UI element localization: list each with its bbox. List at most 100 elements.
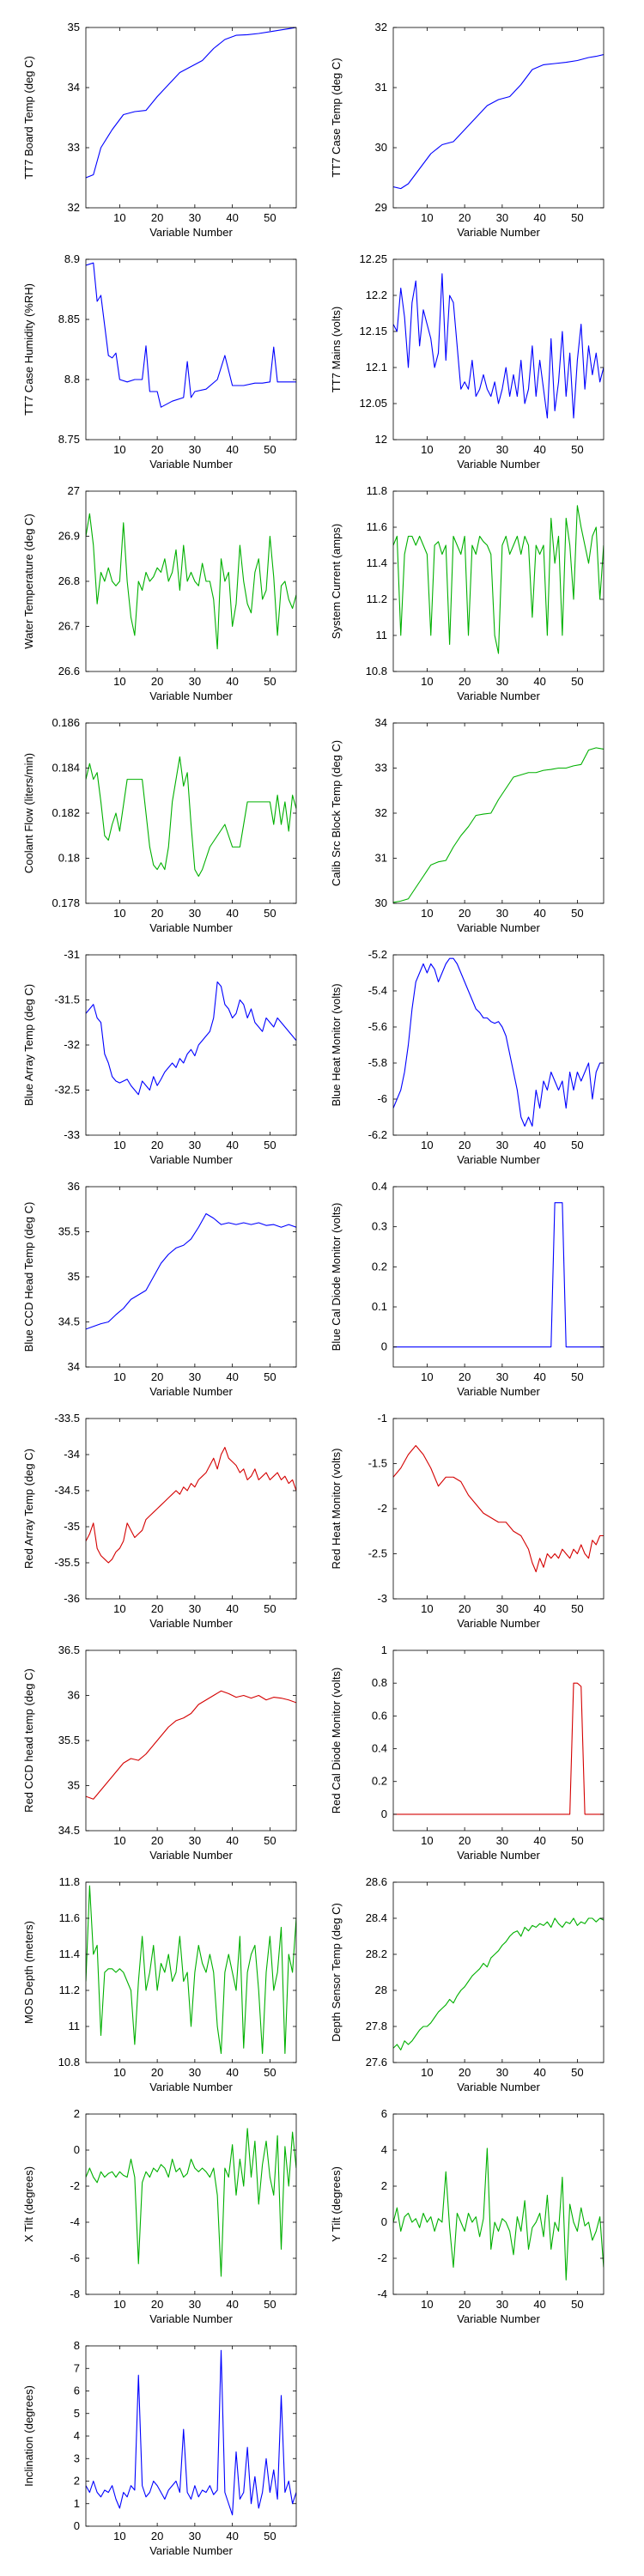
x-tick-label: 30 [189,2298,201,2311]
y-tick-label: 28.4 [366,1911,387,1924]
y-axis-label: Red Array Temp (deg C) [22,1449,35,1569]
x-tick-label: 20 [151,1370,163,1383]
y-tick-label: 35.5 [58,1734,80,1747]
x-tick-label: 30 [189,443,201,456]
x-tick-label: 30 [496,675,508,688]
y-tick-label: 26.7 [58,620,80,633]
y-tick-label: -32.5 [54,1084,80,1097]
x-tick-label: 20 [151,1139,163,1151]
x-tick-label: 20 [459,2066,471,2079]
y-tick-label: 12.1 [366,361,387,374]
x-tick-label: 10 [421,907,433,920]
y-tick-label: 0.8 [372,1676,387,1689]
data-line [393,273,604,419]
x-tick-label: 40 [533,1602,545,1615]
y-tick-label: -6 [377,1092,387,1105]
y-axis-label: System Current (amps) [330,524,343,639]
y-tick-label: 0.2 [372,1260,387,1273]
x-tick-label: 40 [226,1602,238,1615]
x-tick-label: 10 [113,2066,125,2079]
x-tick-label: 20 [151,443,163,456]
x-tick-label: 50 [571,443,583,456]
y-tick-label: 8.75 [58,433,80,446]
chart-panel-4: 10 20 30 40 50 12 12.05 12.1 12.15 12.2 12.25 Varia… [330,252,605,471]
y-tick-label: -35.5 [54,1556,80,1569]
x-axis-label: Variable Number [457,1153,540,1166]
y-tick-label: 12 [375,433,387,446]
y-tick-label: 30 [375,141,387,154]
x-tick-label: 30 [189,1602,201,1615]
x-axis-label: Variable Number [457,690,540,702]
x-tick-label: 30 [189,1370,201,1383]
x-tick-label: 10 [421,2066,433,2079]
x-tick-label: 10 [113,1834,125,1847]
plot-frame [392,2113,605,2295]
data-line [393,505,604,654]
y-tick-label: 35 [68,21,80,33]
x-tick-label: 10 [421,211,433,224]
x-tick-label: 30 [189,1139,201,1151]
data-line [86,1447,296,1564]
x-tick-label: 50 [264,675,276,688]
y-tick-label: 6 [74,2385,80,2397]
y-tick-label: -2 [377,1502,387,1515]
x-tick-label: 30 [189,2530,201,2543]
plot-frame [85,1186,297,1368]
x-tick-label: 50 [571,675,583,688]
y-tick-label: 26.6 [58,665,80,677]
y-tick-label: 8.8 [64,373,80,386]
x-tick-label: 10 [113,907,125,920]
y-tick-label: 11.8 [59,1875,80,1888]
x-tick-label: 10 [421,1834,433,1847]
y-tick-label: 31 [375,81,387,94]
plot-frame [392,1186,605,1368]
y-tick-label: -6.2 [368,1128,387,1141]
x-tick-label: 20 [151,1602,163,1615]
x-tick-label: 40 [533,1139,545,1151]
chart-panel-21: 10 20 30 40 50 0 1 2 3 4 5 6 7 8 Variable Number Inclin… [22,2339,297,2557]
y-axis-label: Blue Array Temp (deg C) [22,984,35,1106]
y-tick-label: 0.3 [372,1220,387,1233]
x-tick-label: 40 [226,2530,238,2543]
x-axis-label: Variable Number [149,2081,233,2093]
y-tick-label: -34 [64,1448,80,1461]
x-tick-label: 40 [226,443,238,456]
y-tick-label: 1 [381,1643,387,1656]
y-tick-label: -33 [64,1128,80,1141]
x-tick-label: 20 [151,211,163,224]
x-tick-label: 50 [571,1139,583,1151]
plot-frame [85,1649,297,1832]
x-tick-label: 50 [571,1834,583,1847]
x-tick-label: 10 [421,2298,433,2311]
x-tick-label: 50 [264,2530,276,2543]
x-tick-label: 40 [533,1370,545,1383]
y-tick-label: 4 [381,2143,387,2156]
x-tick-label: 20 [459,443,471,456]
plot-frame [85,2113,297,2295]
x-axis-label: Variable Number [149,1385,233,1398]
y-tick-label: 2 [74,2475,80,2488]
plot-frame [392,954,605,1136]
y-axis-label: Calib Src Block Temp (deg C) [330,740,343,886]
x-axis-label: Variable Number [457,226,540,239]
data-line [393,1202,604,1348]
x-tick-label: 30 [496,1370,508,1383]
plot-frame [392,490,605,672]
x-tick-label: 40 [226,1139,238,1151]
x-tick-label: 20 [459,2298,471,2311]
y-tick-label: 0.4 [372,1742,387,1755]
data-line [86,2349,296,2516]
x-axis-label: Variable Number [457,1385,540,1398]
chart-panel-14: 10 20 30 40 50 -3 -2.5 -2 -1.5 -1 Variable Number R… [330,1412,605,1630]
y-axis-label: Blue CCD Head Temp (deg C) [22,1202,35,1352]
data-line [86,27,296,179]
x-tick-label: 20 [151,2066,163,2079]
x-tick-label: 50 [264,443,276,456]
plot-frame [85,954,297,1136]
y-axis-label: Coolant Flow (liters/min) [22,753,35,873]
x-tick-label: 40 [226,907,238,920]
x-tick-label: 50 [264,1370,276,1383]
y-tick-label: 2 [74,2107,80,2120]
plot-frame [392,1881,605,2063]
